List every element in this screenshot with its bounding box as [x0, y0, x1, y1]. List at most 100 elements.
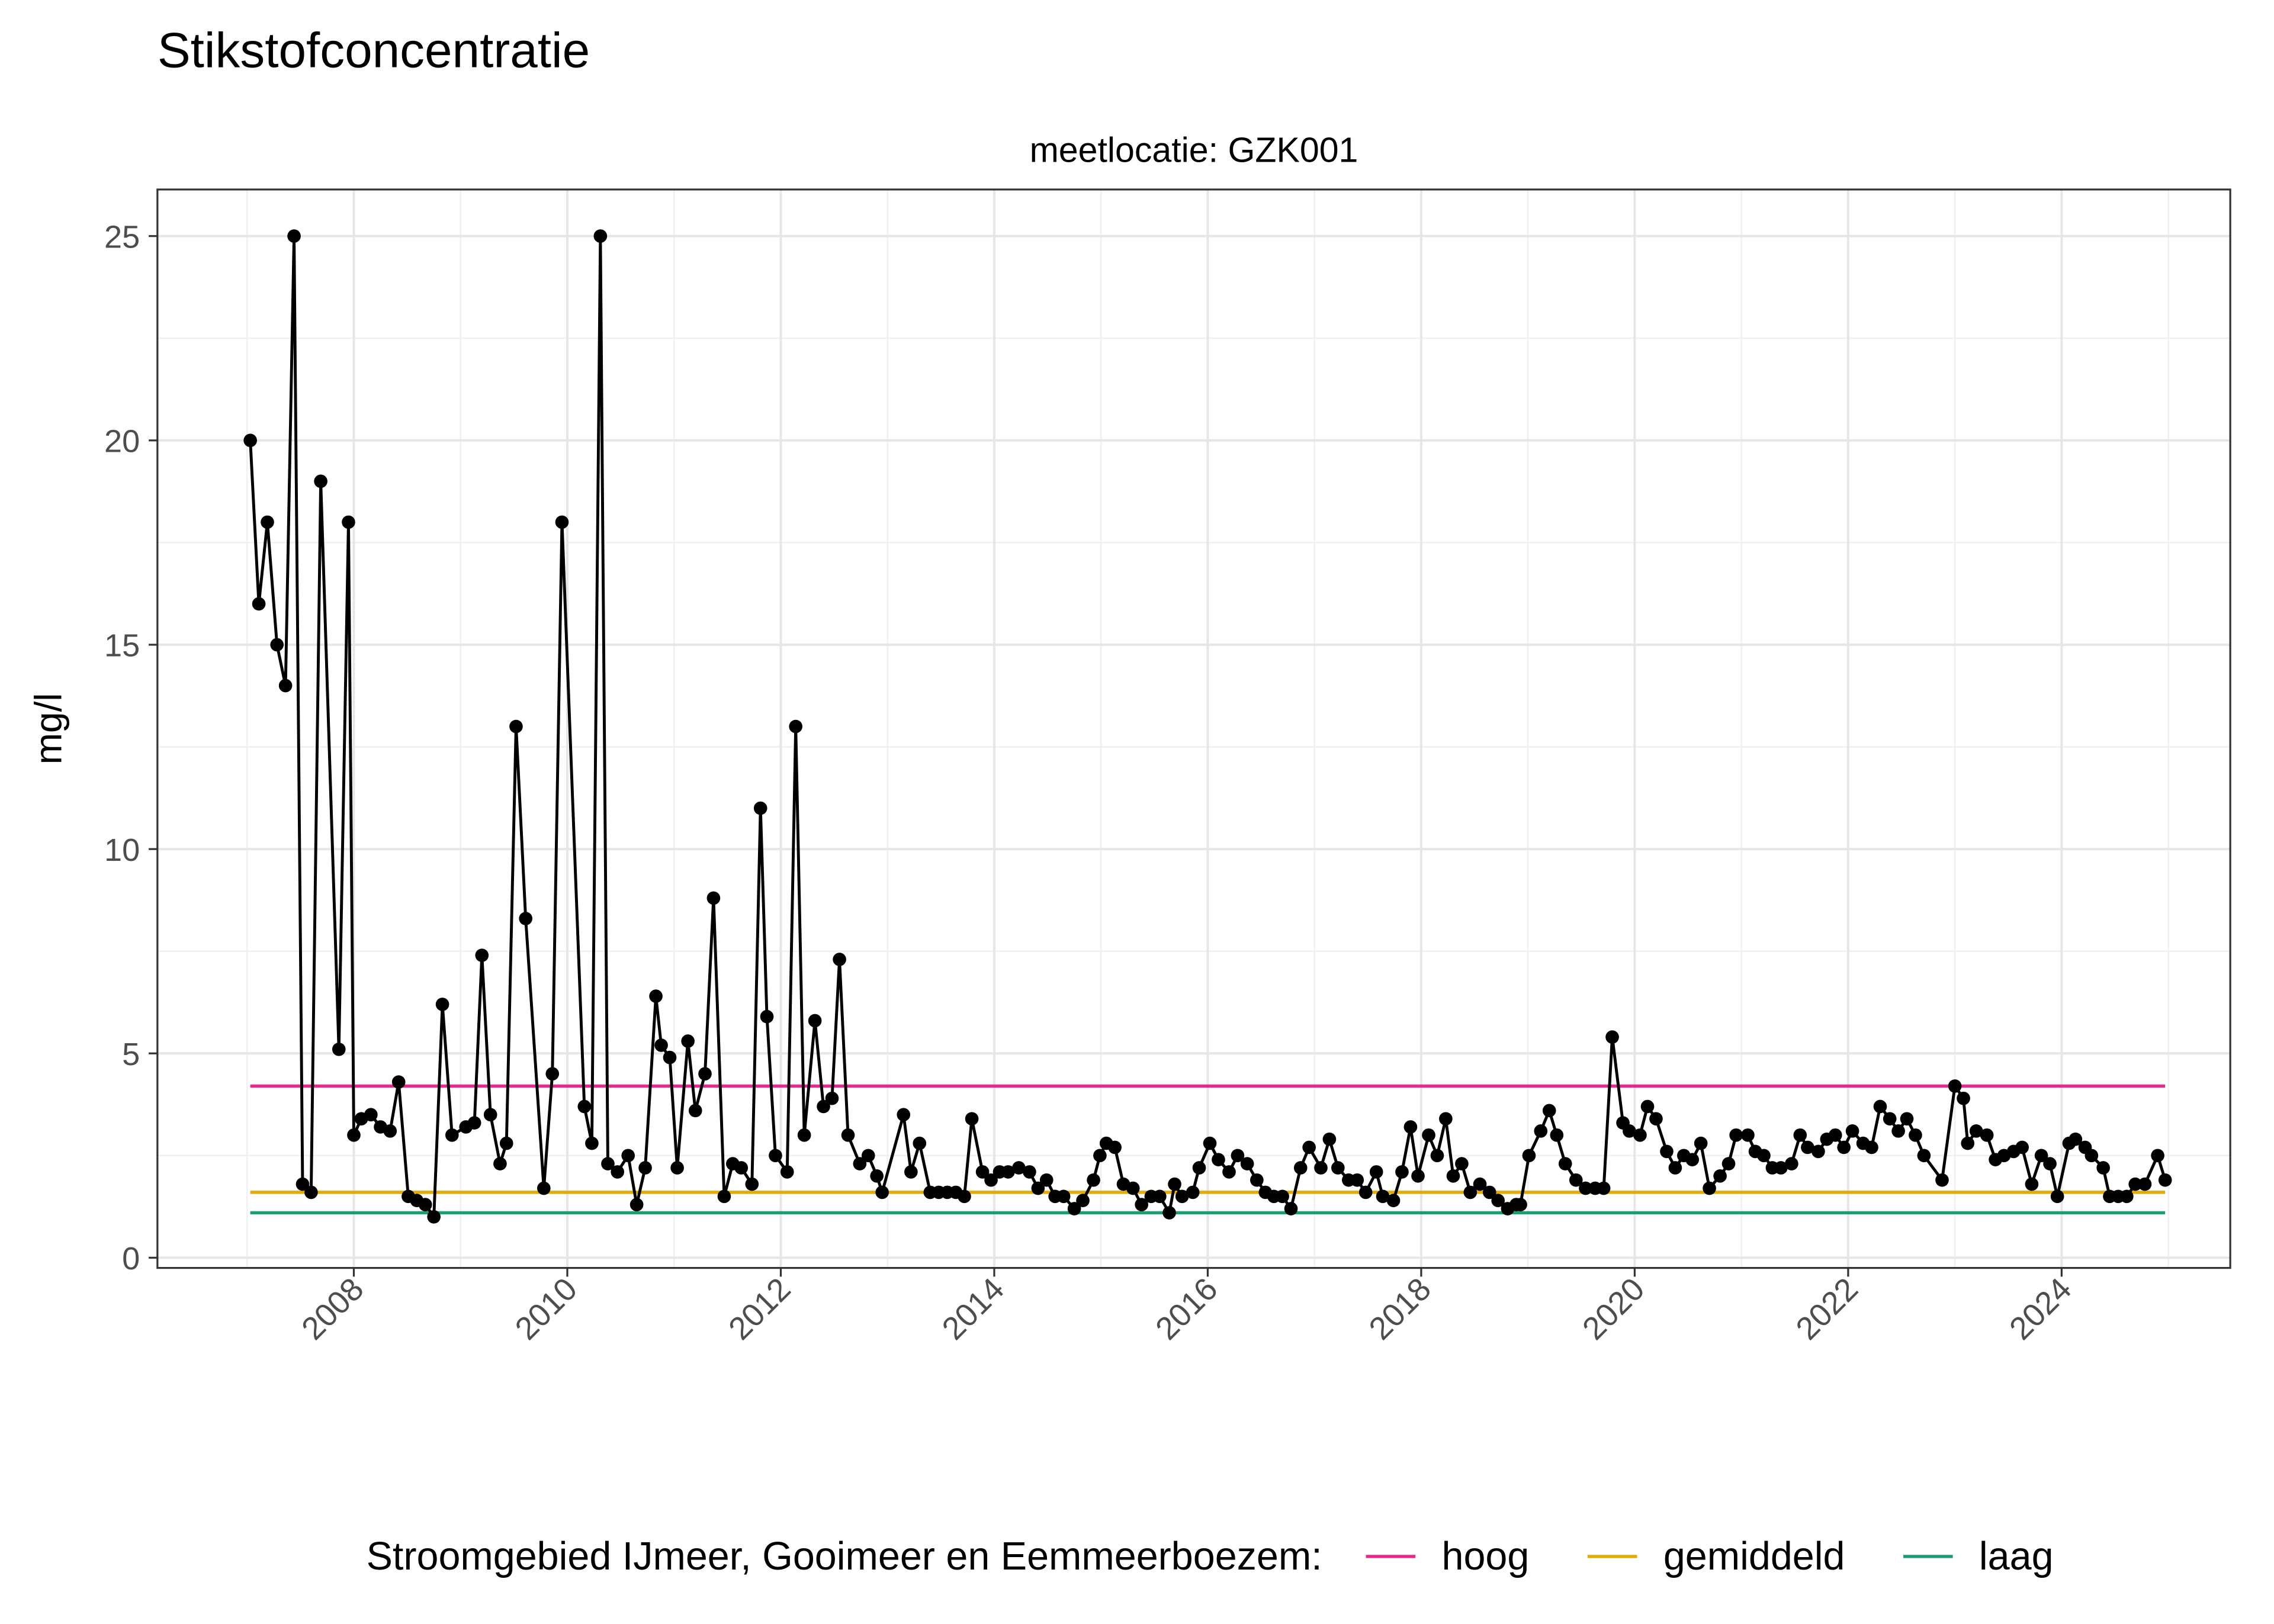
data-point [897, 1108, 911, 1122]
data-point [475, 948, 489, 962]
data-point [2015, 1140, 2029, 1155]
data-point [1961, 1136, 1975, 1150]
data-point [2151, 1149, 2164, 1163]
data-point [1422, 1128, 1435, 1142]
data-point [1900, 1112, 1914, 1125]
data-point [1039, 1173, 1054, 1187]
data-point [601, 1157, 615, 1170]
data-point [499, 1136, 513, 1150]
data-point [853, 1157, 867, 1170]
data-point [1623, 1124, 1636, 1138]
data-point [1909, 1128, 1922, 1142]
data-point [1482, 1185, 1496, 1199]
data-point [621, 1149, 635, 1163]
data-point [1694, 1136, 1708, 1150]
data-point [467, 1116, 481, 1130]
data-point [1446, 1169, 1460, 1183]
data-point [1473, 1177, 1487, 1191]
data-point [1001, 1165, 1015, 1179]
data-point [1640, 1099, 1655, 1114]
legend: Stroomgebied IJmeer, Gooimeer en Eemmeer… [367, 1535, 2054, 1578]
data-point [1774, 1161, 1788, 1175]
data-point [2043, 1157, 2057, 1170]
data-point [435, 998, 449, 1011]
data-point [2069, 1132, 2083, 1146]
data-point [904, 1165, 918, 1179]
data-point [1837, 1140, 1851, 1155]
data-point [870, 1169, 884, 1183]
data-point [1135, 1198, 1149, 1211]
data-point [1550, 1128, 1564, 1142]
data-point [789, 719, 803, 734]
data-point [1721, 1157, 1736, 1170]
data-point [1633, 1128, 1647, 1142]
data-point [391, 1075, 406, 1089]
data-point [1828, 1128, 1842, 1142]
data-point [1969, 1124, 1983, 1138]
data-point [1430, 1149, 1444, 1163]
data-point [1873, 1099, 1887, 1114]
data-point [1314, 1161, 1328, 1175]
data-point [364, 1108, 378, 1122]
data-point [1883, 1112, 1897, 1125]
data-point [1605, 1030, 1619, 1044]
data-point [1031, 1181, 1045, 1195]
data-point [1293, 1161, 1308, 1175]
data-point [2084, 1149, 2099, 1163]
data-point [593, 229, 608, 243]
data-point [555, 515, 569, 529]
data-point [1331, 1161, 1345, 1175]
facet-label: meetlocatie: GZK001 [1030, 130, 1358, 169]
legend-label: hoog [1442, 1535, 1530, 1578]
data-point [1087, 1173, 1100, 1187]
data-point [760, 1009, 774, 1024]
data-point [1108, 1140, 1122, 1155]
data-point [1376, 1189, 1390, 1204]
data-point [1302, 1140, 1316, 1155]
plot-marks [243, 229, 2172, 1224]
panel-background [157, 189, 2231, 1268]
data-point [663, 1050, 677, 1065]
data-point [2034, 1149, 2048, 1163]
data-point [1126, 1181, 1140, 1195]
data-point [1757, 1149, 1771, 1163]
data-point [509, 719, 523, 734]
data-point [1222, 1165, 1236, 1179]
data-point [1660, 1144, 1674, 1159]
data-point [287, 229, 301, 243]
data-point [1439, 1112, 1453, 1125]
data-point [347, 1128, 361, 1142]
data-point [1793, 1128, 1807, 1142]
data-point [670, 1161, 684, 1175]
data-point [445, 1128, 459, 1142]
data-point [1322, 1132, 1337, 1146]
data-point [808, 1014, 822, 1028]
data-point [681, 1034, 695, 1048]
data-point [1284, 1202, 1298, 1215]
y-tick-label: 0 [122, 1241, 140, 1276]
data-point [483, 1108, 497, 1122]
data-point [1395, 1165, 1409, 1179]
data-point [1812, 1144, 1825, 1159]
data-point [1455, 1157, 1469, 1170]
data-point [1542, 1104, 1556, 1118]
data-point [1558, 1157, 1572, 1170]
data-point [1012, 1161, 1026, 1175]
data-point [817, 1099, 830, 1114]
data-point [243, 433, 257, 448]
data-point [2128, 1177, 2143, 1191]
data-point [965, 1112, 979, 1125]
data-point [1491, 1194, 1505, 1208]
data-point [1891, 1124, 1905, 1138]
data-point [1186, 1185, 1200, 1199]
data-point [2050, 1189, 2064, 1204]
data-point [1534, 1124, 1548, 1138]
data-point [745, 1177, 759, 1191]
y-tick-label: 15 [104, 628, 140, 664]
data-point [1865, 1140, 1878, 1155]
data-point [2158, 1173, 2172, 1187]
y-tick-label: 25 [104, 219, 140, 255]
data-point [252, 597, 266, 611]
data-point [1980, 1128, 1994, 1142]
chart-title: Stikstofconcentratie [158, 22, 590, 78]
